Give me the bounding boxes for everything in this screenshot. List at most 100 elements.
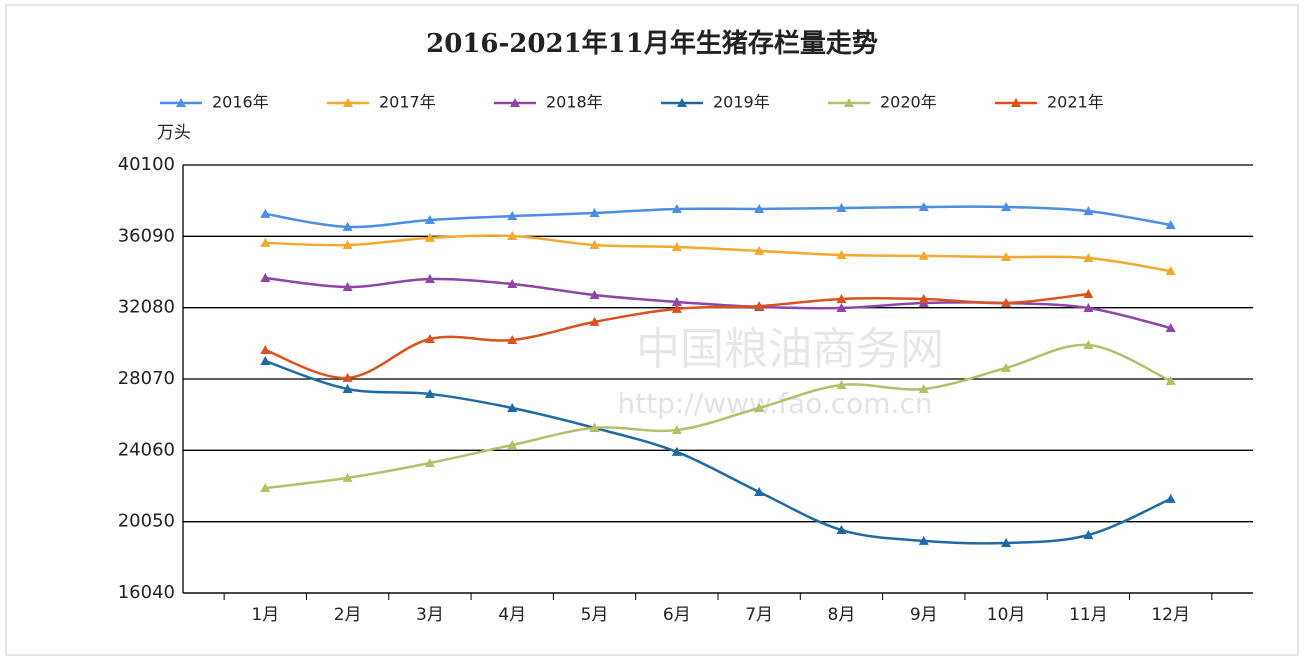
x-tick-label: 8月: [828, 605, 856, 625]
marker: [507, 211, 518, 221]
marker: [836, 250, 847, 260]
marker: [1165, 375, 1176, 385]
x-tick-label: 11月: [1069, 605, 1108, 625]
marker: [671, 242, 682, 252]
marker: [671, 296, 682, 306]
marker: [1165, 493, 1176, 503]
marker: [918, 250, 929, 260]
marker: [1001, 251, 1012, 261]
marker: [507, 335, 518, 345]
marker: [589, 240, 600, 250]
marker: [507, 402, 518, 412]
marker: [260, 237, 271, 247]
legend-marker: [844, 98, 854, 107]
marker: [260, 483, 271, 493]
series-line: [265, 343, 1172, 490]
marker: [754, 301, 765, 311]
marker: [836, 293, 847, 303]
x-tick-label: 9月: [910, 605, 938, 625]
marker: [671, 425, 682, 435]
marker: [1165, 266, 1176, 276]
marker: [836, 303, 847, 313]
chart-title: 2016-2021年11月年生猪存栏量走势: [426, 28, 878, 59]
y-tick-label: 40100: [118, 154, 175, 175]
marker: [671, 446, 682, 456]
y-tick-label: 24060: [118, 439, 175, 460]
marker: [342, 282, 353, 292]
legend-marker: [1011, 98, 1021, 107]
marker: [589, 208, 600, 218]
frame: [5, 4, 1299, 656]
x-tick-label: 6月: [663, 605, 691, 625]
x-tick-label: 5月: [581, 605, 609, 625]
marker: [918, 201, 929, 211]
series-line: [265, 276, 1171, 330]
marker: [1001, 538, 1012, 548]
marker: [589, 290, 600, 300]
marker: [424, 232, 435, 242]
marker: [342, 221, 353, 231]
marker: [754, 402, 765, 412]
x-tick-label: 10月: [987, 605, 1026, 625]
legend-label: 2016年: [212, 93, 269, 112]
marker: [507, 279, 518, 289]
y-tick-label: 32080: [118, 297, 175, 318]
series-line: [264, 359, 1172, 545]
legend-label: 2019年: [713, 93, 770, 112]
marker: [1001, 362, 1012, 372]
marker: [1165, 219, 1176, 229]
marker: [1083, 288, 1094, 298]
series-line: [265, 234, 1171, 273]
x-tick-label: 7月: [745, 605, 773, 625]
legend-marker: [677, 98, 687, 107]
y-tick-label: 20050: [118, 511, 175, 532]
marker: [918, 383, 929, 393]
y-tick-label: 16040: [118, 582, 175, 603]
watermark: 中国粮油商务网: [636, 324, 944, 375]
marker: [918, 535, 929, 545]
marker: [589, 316, 600, 326]
marker: [260, 272, 271, 282]
x-tick-label: 2月: [334, 605, 362, 625]
marker: [1001, 201, 1012, 211]
x-tick-label: 12月: [1151, 605, 1190, 625]
marker: [507, 439, 518, 449]
series-line: [265, 205, 1171, 229]
marker: [754, 203, 765, 213]
marker: [260, 208, 271, 218]
marker: [424, 214, 435, 224]
legend-marker: [176, 98, 186, 107]
marker: [342, 472, 353, 482]
marker: [1083, 530, 1094, 540]
y-tick-label: 28070: [118, 368, 175, 389]
legend-label: 2018年: [546, 93, 603, 112]
marker: [754, 486, 765, 496]
marker: [671, 203, 682, 213]
marker: [1001, 298, 1012, 308]
marker: [1083, 340, 1094, 350]
marker: [589, 422, 600, 432]
x-tick-label: 3月: [416, 605, 444, 625]
legend-label: 2021年: [1047, 93, 1104, 112]
marker: [836, 380, 847, 390]
marker: [342, 383, 353, 393]
x-tick-label: 4月: [498, 605, 526, 625]
marker: [918, 293, 929, 303]
legend-label: 2017年: [379, 93, 436, 112]
marker: [342, 240, 353, 250]
marker: [836, 203, 847, 213]
legend-label: 2020年: [880, 93, 937, 112]
marker: [424, 388, 435, 398]
marker: [424, 457, 435, 467]
marker: [671, 303, 682, 313]
marker: [1165, 322, 1176, 332]
marker: [507, 230, 518, 240]
marker: [342, 372, 353, 382]
marker: [754, 245, 765, 255]
y-tick-label: 36090: [118, 225, 175, 246]
marker: [260, 345, 271, 355]
marker: [424, 274, 435, 284]
marker: [836, 525, 847, 535]
marker: [1083, 206, 1094, 216]
x-tick-label: 1月: [251, 605, 279, 625]
